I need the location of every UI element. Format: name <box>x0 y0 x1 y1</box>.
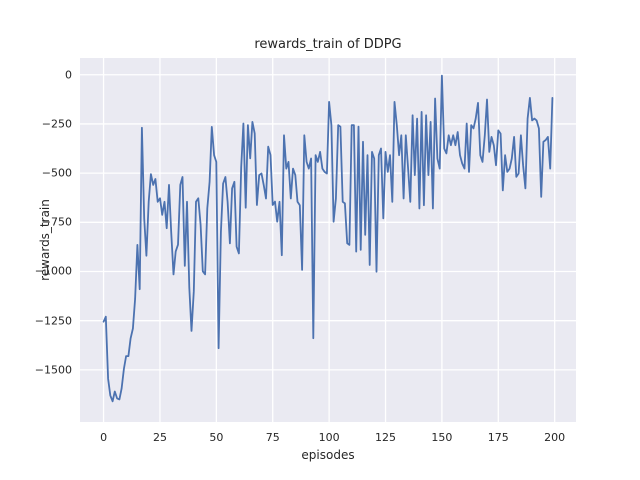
y-tick-label: 0 <box>65 68 72 82</box>
y-tick-label: −500 <box>41 166 72 180</box>
x-tick-label: 100 <box>318 431 340 444</box>
x-tick-label: 50 <box>209 431 224 444</box>
y-tick-label: −1250 <box>34 314 72 328</box>
y-tick-label: −1500 <box>34 363 72 377</box>
chart-title: rewards_train of DDPG <box>254 37 402 52</box>
x-tick-label: 75 <box>265 431 280 444</box>
x-tick-label: 0 <box>100 431 108 444</box>
x-tick-label: 175 <box>487 431 509 444</box>
x-tick-label: 150 <box>431 431 453 444</box>
x-tick-label: 25 <box>152 431 167 444</box>
y-axis-label: rewards_train <box>4 0 86 480</box>
x-tick-label: 125 <box>375 431 397 444</box>
x-tick-label: 200 <box>544 431 566 444</box>
y-tick-label: −1000 <box>34 264 72 278</box>
y-tick-label: −250 <box>41 117 72 131</box>
y-tick-label: −750 <box>41 215 72 229</box>
x-axis-label: episodes <box>301 448 355 462</box>
reward-line <box>102 74 554 403</box>
